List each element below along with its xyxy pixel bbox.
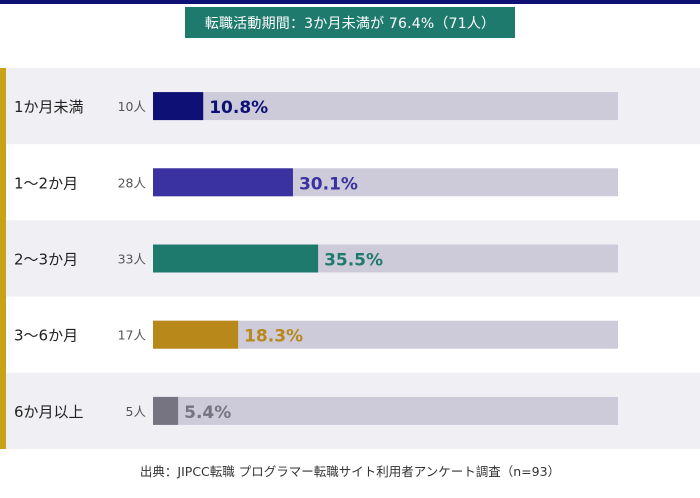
value-label: 35.5% <box>324 251 383 271</box>
bar-track <box>153 396 618 425</box>
value-label: 5.4% <box>184 403 231 423</box>
value-label: 18.3% <box>244 327 303 347</box>
left-accent-line <box>0 68 6 449</box>
category-label: 1か月未満 <box>14 98 84 116</box>
bar <box>153 320 239 349</box>
chart-title: 転職活動期間：3か月未満が 76.4%（71人） <box>185 7 515 38</box>
bar <box>153 244 319 273</box>
count-label: 33人 <box>118 252 147 267</box>
bar <box>153 396 179 425</box>
count-label: 10人 <box>118 99 147 114</box>
category-label: 6か月以上 <box>14 403 84 421</box>
category-label: 2〜3か月 <box>14 251 78 269</box>
value-label: 30.1% <box>299 174 358 194</box>
category-label: 3〜6か月 <box>14 327 78 345</box>
category-label: 1〜2か月 <box>14 174 78 192</box>
bar <box>153 168 293 197</box>
count-label: 17人 <box>118 328 147 343</box>
bar <box>153 92 204 121</box>
count-label: 28人 <box>118 175 147 190</box>
bar-track <box>153 92 618 121</box>
count-label: 5人 <box>126 404 147 419</box>
source-note: 出典：JIPCC転職 プログラマー転職サイト利用者アンケート調査（n=93） <box>139 464 561 479</box>
value-label: 10.8% <box>209 98 268 118</box>
top-accent-bar <box>0 0 700 4</box>
